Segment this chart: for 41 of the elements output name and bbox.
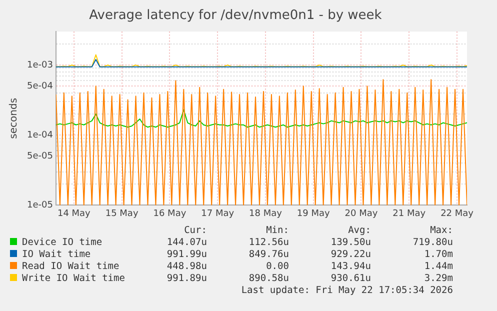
- x-tick-label: 15 May: [105, 208, 139, 219]
- text: 929.22u: [330, 249, 371, 261]
- text: Last update: Fri May 22 17:05:34 2026: [240, 285, 453, 297]
- text: 144.07u: [166, 237, 207, 249]
- x-tick-label: 16 May: [153, 208, 187, 219]
- legend-label: Read IO Wait time: [21, 261, 120, 273]
- y-tick-label: 1e-03: [26, 60, 53, 70]
- text: 719.80u: [412, 237, 453, 249]
- text: 1.44m: [423, 261, 453, 273]
- text: 849.76u: [248, 249, 289, 261]
- text: 0.00: [265, 261, 289, 273]
- text: 3.29m: [423, 273, 453, 285]
- text: 112.56u: [248, 237, 289, 249]
- legend-label: IO Wait time: [21, 249, 92, 261]
- x-tick-label: 18 May: [249, 208, 283, 219]
- text: Min:: [265, 225, 289, 237]
- legend-label: Device IO time: [21, 237, 104, 249]
- y-tick-label: 1e-04: [26, 130, 54, 140]
- text: 930.61u: [330, 273, 371, 285]
- text: 143.94u: [330, 261, 371, 273]
- x-tick-label: 17 May: [201, 208, 235, 219]
- y-tick-label: 1e-05: [26, 200, 53, 211]
- chart-title: Average latency for /dev/nvme0n1 - by week: [89, 8, 382, 24]
- text: 1.70m: [423, 249, 453, 261]
- text: Cur:: [183, 225, 207, 237]
- y-axis-title: seconds: [8, 98, 20, 139]
- text: 991.89u: [166, 273, 207, 285]
- y-tick-label: 5e-05: [26, 152, 53, 162]
- x-tick-label: 14 May: [57, 208, 92, 219]
- x-tick-label: 19 May: [296, 208, 330, 219]
- text: Max:: [429, 225, 453, 237]
- x-tick-label: 22 May: [440, 208, 474, 219]
- text: 448.98u: [166, 261, 207, 273]
- y-tick-label: 5e-04: [26, 81, 54, 92]
- text: 890.58u: [248, 273, 289, 285]
- legend-label: Write IO Wait time: [21, 273, 125, 285]
- text: 991.99u: [166, 249, 207, 261]
- text: Avg:: [347, 225, 371, 237]
- x-tick-label: 21 May: [392, 208, 426, 219]
- x-tick-label: 20 May: [344, 208, 378, 219]
- text: 139.50u: [330, 237, 371, 249]
